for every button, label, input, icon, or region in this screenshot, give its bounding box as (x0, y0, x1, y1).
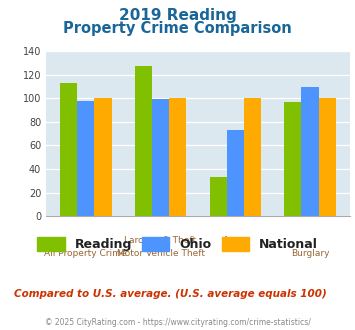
Bar (209, 177, 227, 216)
Bar (244, 98, 261, 216)
Text: Property Crime Comparison: Property Crime Comparison (63, 21, 292, 36)
Bar (135, 66, 152, 216)
Bar (169, 98, 186, 216)
Bar (152, 99, 169, 216)
Bar (301, 86, 319, 216)
Bar (284, 102, 301, 216)
Bar (227, 130, 244, 216)
Text: Motor Vehicle Theft: Motor Vehicle Theft (116, 249, 204, 258)
Text: Compared to U.S. average. (U.S. average equals 100): Compared to U.S. average. (U.S. average … (14, 289, 327, 299)
Text: Larceny & Theft: Larceny & Theft (125, 236, 197, 245)
Bar (77, 101, 94, 216)
Text: All Property Crime: All Property Crime (44, 249, 127, 258)
Bar (60, 83, 77, 216)
Text: © 2025 CityRating.com - https://www.cityrating.com/crime-statistics/: © 2025 CityRating.com - https://www.city… (45, 318, 310, 327)
Text: 2019 Reading: 2019 Reading (119, 8, 236, 23)
Text: Arson: Arson (223, 236, 248, 245)
Text: Burglary: Burglary (291, 249, 329, 258)
Legend: Reading, Ohio, National: Reading, Ohio, National (32, 232, 323, 256)
Bar (319, 98, 336, 216)
Bar (94, 98, 111, 216)
